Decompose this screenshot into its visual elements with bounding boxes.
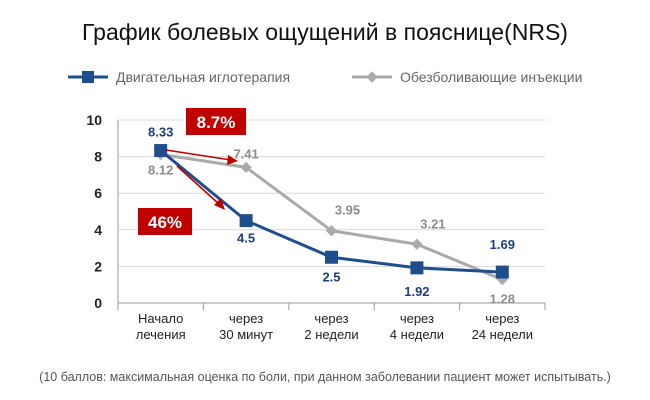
legend-label-injections: Обезболивающие инъекции (400, 69, 582, 85)
x-tick-label-4: через 24 недели (472, 311, 533, 342)
annotation-arrowhead-46 (214, 198, 225, 210)
x-tick-label-3: через 4 недели (390, 311, 444, 342)
annotation-arrow-46 (176, 165, 220, 205)
data-label-s1-1: 7.41 (233, 146, 258, 161)
series (154, 144, 509, 286)
annotation-box-8-7 (186, 108, 246, 135)
legend: Двигательная иглотерапия Обезболивающие … (68, 69, 582, 85)
point-s0-1 (239, 214, 253, 228)
annotation-arrow-8-7 (165, 149, 232, 161)
legend-item-injections: Обезболивающие инъекции (352, 69, 582, 85)
data-label-s0-2: 2.5 (322, 269, 340, 284)
y-tick-label-2: 2 (94, 258, 102, 274)
point-s0-0 (154, 144, 168, 158)
point-s1-3 (411, 238, 423, 250)
data-label-s0-3: 1.92 (404, 284, 429, 299)
x-tick-label-0: Начало лечения (136, 311, 186, 342)
data-labels: 8.33 4.5 2.5 1.92 1.69 8.12 7.41 3.95 3.21 1.28 (148, 125, 515, 307)
data-label-s0-4: 1.69 (490, 237, 515, 252)
annotation-8-7: 8.7% (165, 108, 246, 165)
data-label-s1-2: 3.95 (335, 203, 360, 218)
point-s1-1 (240, 161, 252, 174)
grid (118, 119, 545, 267)
legend-label-acupuncture: Двигательная иглотерапия (116, 69, 290, 85)
footnote: (10 баллов: максимальная оценка по боли,… (39, 370, 611, 384)
data-label-s1-4: 1.28 (490, 292, 515, 307)
annotation-arrowhead-8-7 (227, 155, 238, 165)
y-tick-label-0: 0 (94, 295, 102, 311)
x-tick-label-1: через 30 минут (219, 311, 273, 342)
data-label-s0-1: 4.5 (237, 231, 255, 246)
point-s0-3 (410, 261, 424, 275)
annotation-box-46 (138, 208, 192, 235)
annotation-46: 46% (138, 165, 225, 235)
y-tick-label-8: 8 (94, 149, 102, 165)
legend-item-acupuncture: Двигательная иглотерапия (68, 69, 290, 85)
x-tick-label-2: через 2 недели (304, 311, 358, 342)
annotation-text-46: 46% (148, 213, 182, 232)
data-label-s0-0: 8.33 (148, 125, 173, 140)
chart-title: График болевых ощущений в пояснице(NRS) (82, 19, 568, 45)
y-tick-label-10: 10 (86, 112, 102, 128)
axes: 0 2 4 6 8 10 Начало лечения через 30 минут через 2 … (86, 112, 546, 342)
point-s1-2 (325, 225, 338, 237)
data-label-s1-3: 3.21 (420, 216, 445, 231)
y-tick-label-4: 4 (94, 222, 102, 238)
y-tick-label-6: 6 (94, 185, 102, 201)
point-s0-4 (495, 265, 509, 279)
point-s0-2 (325, 250, 338, 264)
data-label-s1-0: 8.12 (148, 162, 173, 177)
annotation-text-8-7: 8.7% (197, 113, 236, 132)
